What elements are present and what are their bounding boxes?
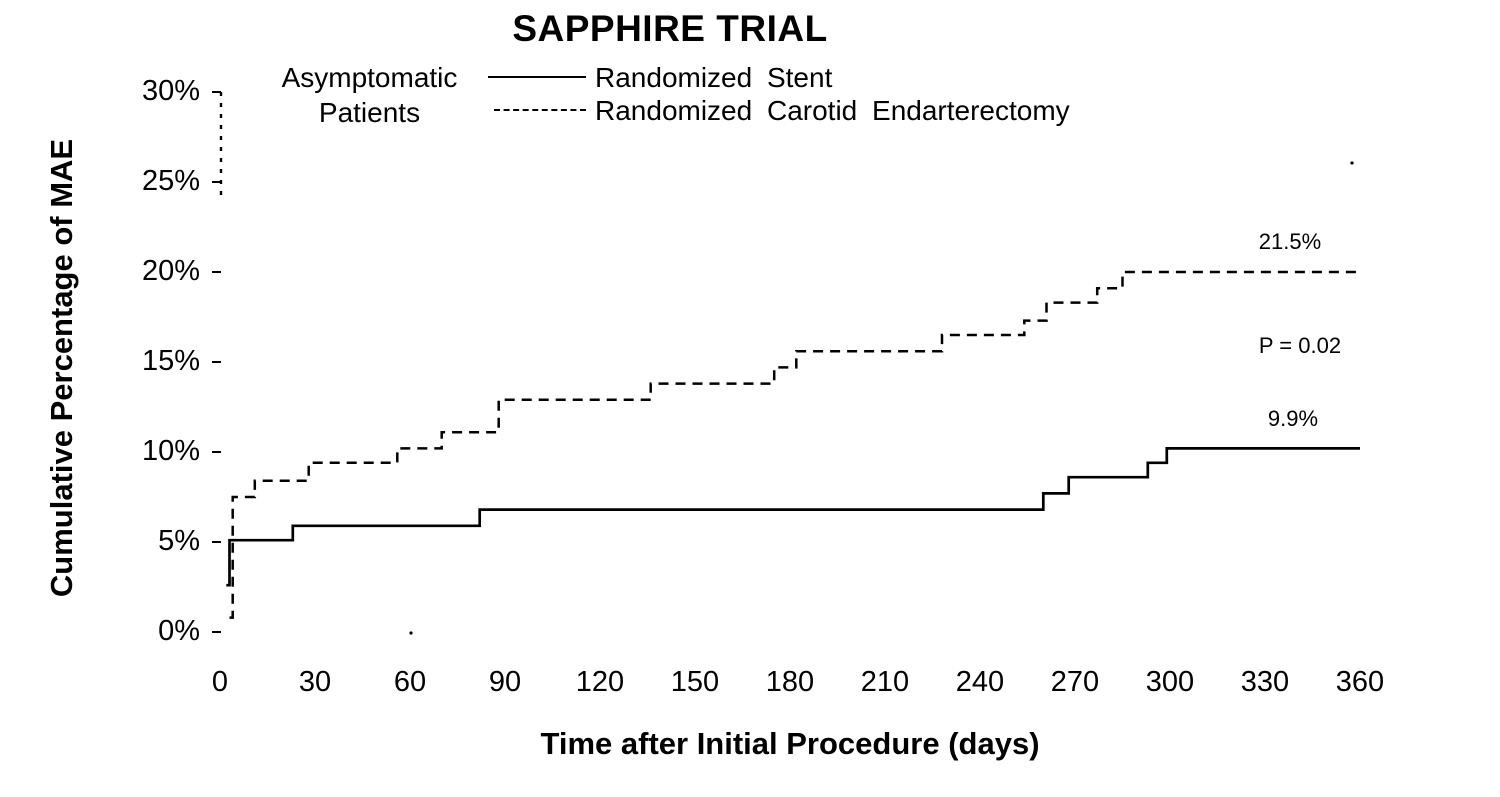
x-tick-label: 30 <box>298 666 332 698</box>
x-tick-label: 60 <box>393 666 427 698</box>
y-tick-label: 5% <box>158 525 200 557</box>
curve-randomized-stent <box>226 447 1360 587</box>
x-tick-label: 210 <box>860 666 910 698</box>
scan-speckle <box>409 631 413 635</box>
x-tick-label: 300 <box>1145 666 1195 698</box>
y-tick-label: 0% <box>158 615 200 647</box>
legend-dashed-line-sample <box>494 109 586 111</box>
y-tick-label: 10% <box>141 435 200 467</box>
y-axis-tick-marks <box>212 91 221 633</box>
legend-label-stent: Randomized Stent <box>595 62 833 93</box>
y-tick-label: 30% <box>141 75 200 107</box>
y-tick-label: 20% <box>141 255 200 287</box>
x-axis-title: Time after Initial Procedure (days) <box>540 726 1040 761</box>
x-tick-label: 180 <box>765 666 815 698</box>
x-tick-label: 120 <box>575 666 625 698</box>
legend-group-label-line2: Patients <box>318 97 421 128</box>
curve-randomized-carotid-endarterectomy <box>229 270 1360 619</box>
legend-group-label-line1: Asymptomatic <box>281 62 458 93</box>
y-tick-label: 15% <box>141 345 200 377</box>
x-tick-label: 360 <box>1335 666 1385 698</box>
x-tick-label: 270 <box>1050 666 1100 698</box>
annotation-p-value: P = 0.02 <box>1258 333 1342 358</box>
legend-solid-line-sample <box>488 76 586 78</box>
x-tick-label: 240 <box>955 666 1005 698</box>
x-tick-label: 0 <box>211 666 229 698</box>
chart-title: SAPPHIRE TRIAL <box>512 8 828 49</box>
scan-speckle <box>1350 161 1354 165</box>
legend-label-carotid-endarterectomy: Randomized Carotid Endarterectomy <box>595 95 1070 126</box>
x-tick-label: 90 <box>488 666 522 698</box>
annotation-cea-final-value: 21.5% <box>1258 229 1322 254</box>
x-tick-label: 150 <box>670 666 720 698</box>
x-tick-label: 330 <box>1240 666 1290 698</box>
annotation-stent-final-value: 9.9% <box>1267 406 1319 431</box>
y-tick-label: 25% <box>141 165 200 197</box>
